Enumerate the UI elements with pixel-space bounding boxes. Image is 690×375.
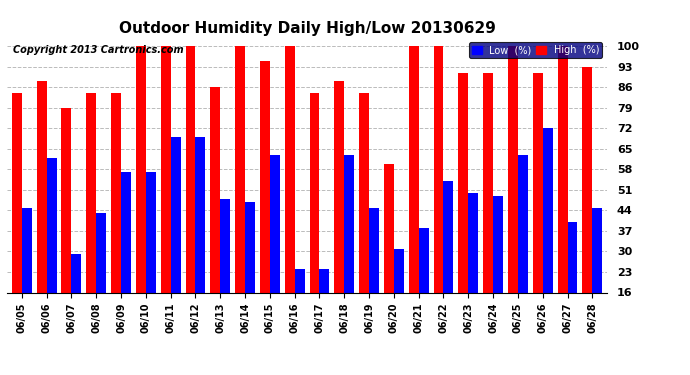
Bar bbox=[270, 155, 279, 292]
Bar bbox=[295, 269, 304, 292]
Bar bbox=[136, 46, 146, 292]
Bar bbox=[533, 73, 543, 292]
Bar bbox=[369, 207, 379, 292]
Bar bbox=[458, 73, 469, 292]
Bar bbox=[71, 254, 81, 292]
Bar bbox=[146, 172, 156, 292]
Bar bbox=[61, 108, 71, 292]
Bar bbox=[444, 181, 453, 292]
Bar bbox=[384, 164, 394, 292]
Bar bbox=[582, 67, 592, 292]
Bar bbox=[210, 87, 220, 292]
Bar bbox=[186, 46, 195, 292]
Bar bbox=[508, 46, 518, 292]
Bar bbox=[170, 137, 181, 292]
Bar bbox=[96, 213, 106, 292]
Bar bbox=[86, 93, 96, 292]
Bar bbox=[469, 193, 478, 292]
Bar bbox=[121, 172, 131, 292]
Bar bbox=[567, 222, 578, 292]
Bar bbox=[12, 93, 22, 292]
Bar bbox=[408, 46, 419, 292]
Text: Copyright 2013 Cartronics.com: Copyright 2013 Cartronics.com bbox=[13, 45, 184, 55]
Title: Outdoor Humidity Daily High/Low 20130629: Outdoor Humidity Daily High/Low 20130629 bbox=[119, 21, 495, 36]
Bar bbox=[543, 128, 553, 292]
Bar bbox=[220, 199, 230, 292]
Bar bbox=[344, 155, 354, 292]
Bar bbox=[22, 207, 32, 292]
Bar bbox=[47, 158, 57, 292]
Bar bbox=[161, 46, 170, 292]
Bar bbox=[37, 81, 47, 292]
Bar bbox=[558, 46, 567, 292]
Bar bbox=[111, 93, 121, 292]
Bar bbox=[483, 73, 493, 292]
Bar bbox=[433, 46, 444, 292]
Bar bbox=[493, 196, 503, 292]
Bar bbox=[195, 137, 206, 292]
Bar bbox=[260, 61, 270, 292]
Bar bbox=[419, 228, 428, 292]
Legend: Low  (%), High  (%): Low (%), High (%) bbox=[469, 42, 602, 58]
Bar bbox=[359, 93, 369, 292]
Bar bbox=[394, 249, 404, 292]
Bar bbox=[518, 155, 528, 292]
Bar bbox=[319, 269, 329, 292]
Bar bbox=[592, 207, 602, 292]
Bar bbox=[335, 81, 344, 292]
Bar bbox=[245, 202, 255, 292]
Bar bbox=[310, 93, 319, 292]
Bar bbox=[285, 46, 295, 292]
Bar bbox=[235, 46, 245, 292]
